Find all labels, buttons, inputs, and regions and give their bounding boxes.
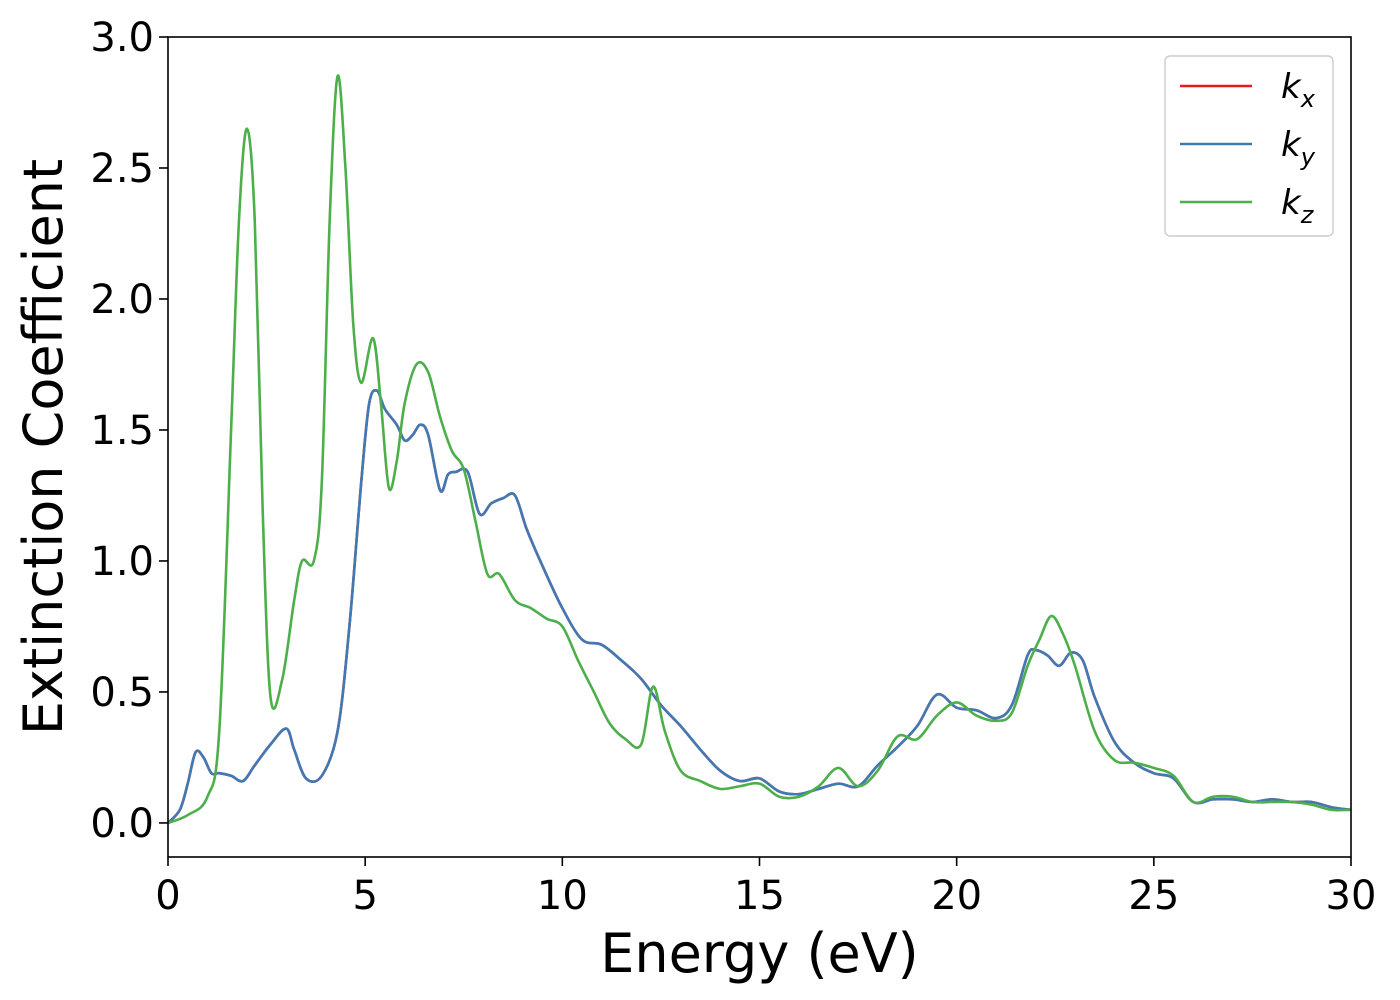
x-tick-label: 5 [352, 873, 377, 919]
y-axis-ticks: 0.0 0.5 1.0 1.5 2.0 2.5 3.0 [90, 15, 168, 847]
series-line-k-z [168, 74, 1351, 825]
series-line-k-y [168, 388, 1351, 825]
x-axis-title: Energy (eV) [600, 922, 919, 985]
y-tick-label: 0.5 [90, 670, 154, 716]
series-layer [168, 74, 1351, 825]
x-tick-label: 30 [1326, 873, 1377, 919]
legend-label: ky [1281, 125, 1316, 171]
y-tick-label: 2.0 [90, 277, 154, 323]
x-tick-label: 15 [734, 873, 785, 919]
legend: kx ky kz [1164, 55, 1334, 237]
y-tick-label: 0.0 [90, 801, 154, 847]
legend-box [1164, 55, 1334, 237]
x-axis-ticks: 0 5 10 15 20 25 30 [155, 857, 1376, 919]
legend-item-k-y: ky [1180, 125, 1316, 171]
x-tick-label: 0 [155, 873, 180, 919]
legend-label: kx [1281, 67, 1316, 113]
x-tick-label: 25 [1128, 873, 1179, 919]
legend-label: kz [1281, 183, 1315, 229]
y-tick-label: 1.0 [90, 539, 154, 585]
x-tick-label: 10 [537, 873, 588, 919]
x-tick-label: 20 [931, 873, 982, 919]
y-tick-label: 3.0 [90, 15, 154, 61]
y-tick-label: 2.5 [90, 146, 154, 192]
y-tick-label: 1.5 [90, 408, 154, 454]
legend-item-k-z: kz [1180, 183, 1315, 229]
y-axis-title: Extinction Coefficient [12, 159, 75, 735]
legend-item-k-x: kx [1180, 67, 1316, 113]
